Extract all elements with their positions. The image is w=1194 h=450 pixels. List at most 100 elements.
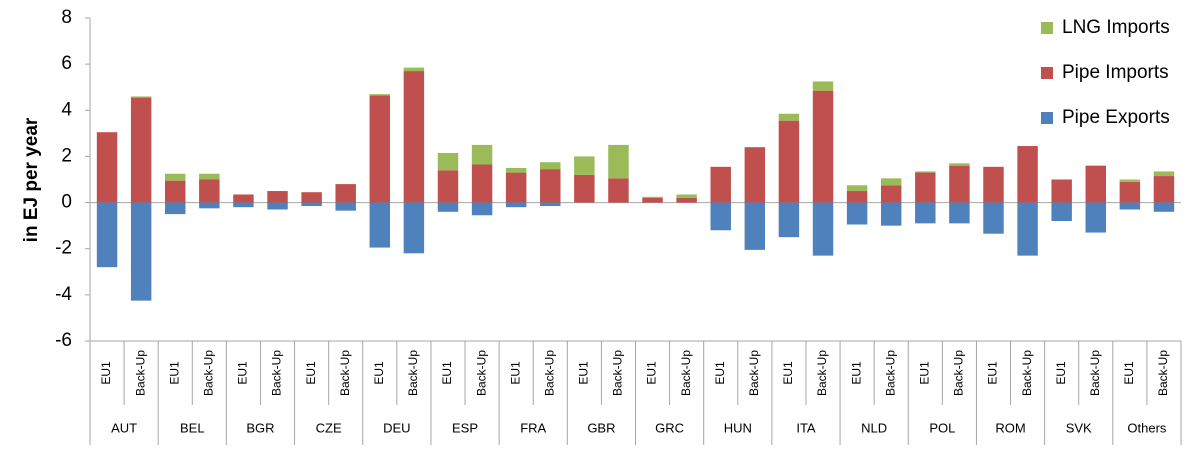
bar-segment: [846, 191, 868, 203]
bar-segment: [642, 197, 663, 203]
group-label: GRC: [655, 420, 684, 435]
bar-segment: [437, 152, 459, 171]
x-tick-label: EU1: [236, 361, 250, 385]
x-tick-label: Back-Up: [1088, 350, 1102, 396]
bar-segment: [335, 184, 356, 203]
bar-segment: [505, 202, 527, 208]
x-tick-label: EU1: [781, 361, 795, 385]
y-tick-label: 0: [61, 192, 72, 213]
bar-segment: [165, 202, 186, 215]
group-label: BGR: [246, 420, 274, 435]
y-tick-label: -2: [55, 238, 72, 259]
bar-segment: [778, 120, 800, 203]
x-tick-label: EU1: [1054, 361, 1068, 385]
bar-segment: [880, 202, 902, 226]
bar-segment: [233, 202, 254, 208]
bar-segment: [676, 194, 697, 198]
bar-segment: [574, 174, 595, 203]
bar-segment: [335, 202, 356, 211]
bar-segment: [949, 202, 970, 224]
bar-segment: [1153, 202, 1175, 212]
bar-segment: [846, 185, 868, 192]
bar-segment: [403, 71, 425, 203]
bar-segment: [165, 180, 186, 203]
legend-swatch: [1041, 67, 1053, 79]
bar-segment: [437, 170, 459, 203]
y-tick-label: 8: [61, 7, 72, 28]
x-tick-label: Back-Up: [542, 350, 556, 396]
bar-segment: [1119, 181, 1141, 203]
group-label: AUT: [111, 420, 137, 435]
bar-segment: [1017, 202, 1038, 256]
x-tick-label: Back-Up: [815, 350, 829, 396]
bar-segment: [471, 164, 493, 203]
x-tick-label: EU1: [99, 361, 113, 385]
x-tick-label: Back-Up: [611, 350, 625, 396]
bar-segment: [1153, 171, 1175, 177]
bar-segment: [983, 202, 1004, 234]
x-tick-label: Back-Up: [883, 350, 897, 396]
bar-segment: [301, 192, 322, 203]
group-label: POL: [929, 420, 955, 435]
bar-segment: [1085, 202, 1106, 233]
y-tick-label: 4: [61, 99, 72, 120]
bar-segment: [642, 196, 663, 198]
bar-segment: [812, 81, 834, 91]
x-tick-label: EU1: [645, 361, 659, 385]
bar-segment: [812, 202, 834, 256]
bar-segment: [608, 144, 629, 179]
bar-segment: [96, 132, 118, 203]
x-tick-label: Back-Up: [747, 350, 761, 396]
x-tick-label: EU1: [713, 361, 727, 385]
bar-segment: [471, 202, 493, 216]
bar-segment: [846, 202, 868, 225]
y-tick-label: 2: [61, 145, 72, 166]
bar-segment: [1085, 165, 1106, 203]
x-tick-label: EU1: [1122, 361, 1136, 385]
bar-segment: [267, 191, 288, 203]
bar-segment: [540, 169, 561, 203]
bar-segment: [778, 202, 800, 238]
bar-segment: [130, 96, 152, 98]
bar-segment: [540, 202, 561, 207]
bar-segment: [1153, 176, 1175, 203]
x-tick-label: EU1: [849, 361, 863, 385]
bar-segment: [301, 202, 322, 207]
bar-segment: [608, 178, 629, 203]
bar-segment: [744, 202, 766, 250]
group-label: GBR: [587, 420, 615, 435]
legend-swatch: [1041, 112, 1053, 124]
bar-segment: [369, 202, 391, 248]
x-tick-label: EU1: [986, 361, 1000, 385]
bar-segment: [199, 202, 220, 209]
x-tick-label: EU1: [577, 361, 591, 385]
bar-segment: [676, 197, 697, 203]
bar-segment: [880, 185, 902, 203]
legend-swatch: [1041, 22, 1053, 34]
bar-segment: [710, 166, 731, 203]
y-tick-label: -6: [55, 330, 72, 351]
legend-label: Pipe Exports: [1062, 107, 1170, 128]
x-tick-label: Back-Up: [952, 350, 966, 396]
bar-segment: [505, 167, 527, 173]
group-label: Others: [1127, 420, 1167, 435]
bar-segment: [880, 178, 902, 186]
bar-segment: [915, 171, 936, 173]
bar-segment: [778, 113, 800, 121]
group-label: ESP: [452, 420, 478, 435]
group-label: SVK: [1066, 420, 1092, 435]
y-axis-label: in EJ per year: [21, 117, 42, 242]
x-tick-label: Back-Up: [1156, 350, 1170, 396]
y-tick-label: 6: [61, 53, 72, 74]
legend-label: LNG Imports: [1062, 17, 1170, 38]
bar-segment: [505, 172, 527, 203]
x-tick-label: Back-Up: [270, 350, 284, 396]
bar-segment: [369, 94, 391, 96]
bar-segment: [130, 97, 152, 203]
bar-segment: [1119, 179, 1141, 182]
bar-segment: [233, 194, 254, 203]
bar-segment: [949, 165, 970, 203]
x-tick-label: EU1: [304, 361, 318, 385]
